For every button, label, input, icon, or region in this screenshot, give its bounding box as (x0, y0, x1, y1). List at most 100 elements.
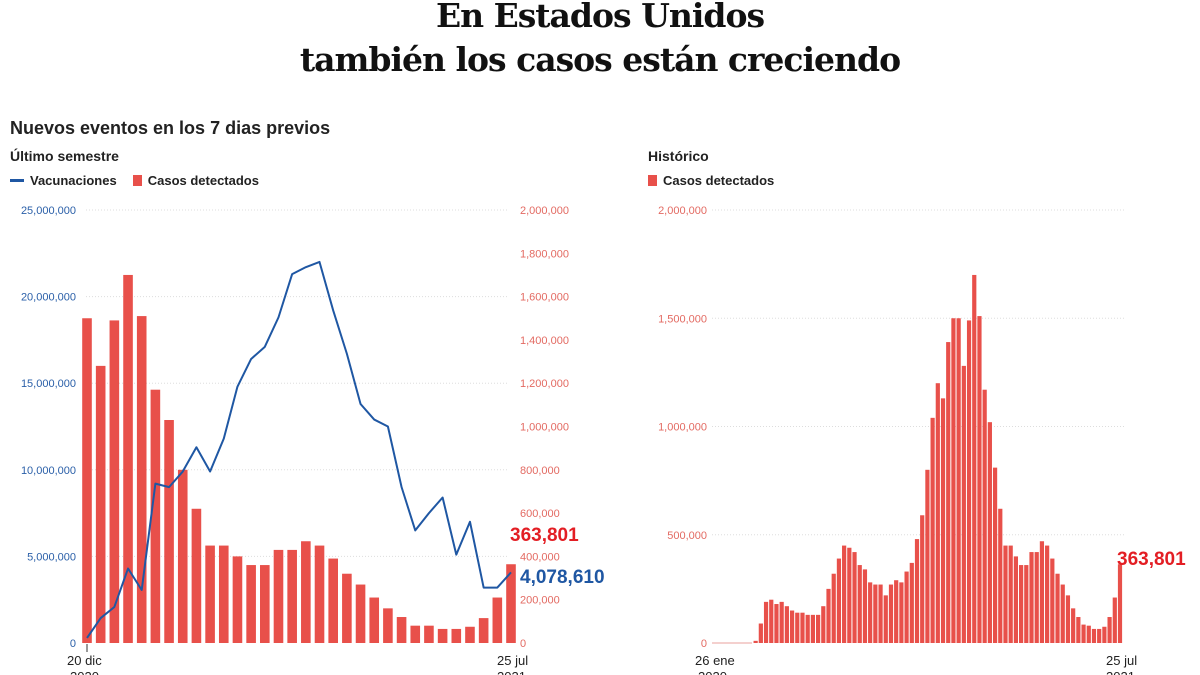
cases-bar (987, 422, 992, 643)
cases-bar (1065, 595, 1071, 643)
cases-bar (260, 565, 270, 643)
cases-bar (904, 571, 909, 643)
right-axis-tick: 800,000 (520, 465, 560, 477)
left-axis-tick: 25,000,000 (21, 205, 76, 217)
right-axis-tick: 1,600,000 (520, 292, 569, 304)
cases-bar (1086, 625, 1091, 643)
cases-bar (328, 558, 338, 643)
cases-bar (763, 601, 769, 643)
cases-bar (982, 389, 987, 643)
cases-bar (873, 584, 878, 643)
cases-bar (191, 508, 202, 643)
cases-bar (868, 582, 873, 643)
cases-bar (383, 608, 393, 643)
cases-bar (946, 342, 951, 643)
right-axis-tick: 200,000 (520, 595, 560, 607)
cases-bar (1097, 628, 1102, 643)
cases-bar (437, 628, 448, 643)
cases-bar (966, 320, 972, 643)
x-label-start-year: 2020 (698, 669, 727, 675)
left-chart-title: Último semestre (10, 148, 119, 164)
x-label-start: 20 dic (67, 653, 102, 668)
cases-bar (857, 565, 862, 643)
right-axis-tick: 1,400,000 (520, 335, 569, 347)
cases-bar (465, 626, 475, 643)
cases-bar (847, 547, 852, 643)
cases-bar (862, 569, 868, 643)
right-axis-tick: 400,000 (520, 551, 560, 563)
cases-bar (951, 318, 956, 643)
axis-tick: 2,000,000 (658, 205, 707, 217)
cases-bar (1081, 624, 1086, 643)
cases-bar (205, 545, 215, 643)
cases-bar (888, 584, 894, 643)
cases-bar (506, 564, 516, 643)
cases-bar (369, 597, 380, 643)
x-label-end: 25 jul (497, 653, 528, 668)
right-axis-tick: 1,800,000 (520, 248, 569, 260)
cases-bar (914, 539, 920, 643)
cases-bar (1060, 584, 1065, 643)
x-label-start: 26 ene (695, 653, 735, 668)
cases-bar (842, 545, 847, 643)
right-axis-tick: 1,200,000 (520, 378, 569, 390)
left-axis-tick: 10,000,000 (21, 465, 76, 477)
right-axis-tick: 2,000,000 (520, 205, 569, 217)
axis-tick: 1,500,000 (658, 313, 707, 325)
right-axis-tick: 600,000 (520, 508, 560, 520)
cases-bar (935, 383, 940, 643)
cases-bar (1034, 552, 1039, 643)
cases-bar (1024, 565, 1029, 643)
cases-bar (246, 565, 256, 643)
left-axis-tick: 15,000,000 (21, 378, 76, 390)
cases-bar (1117, 564, 1123, 643)
cases-bar (920, 515, 925, 643)
cases-bar (355, 584, 366, 643)
left-axis-tick: 20,000,000 (21, 292, 76, 304)
cases-bar (753, 640, 758, 643)
legend-vaccinations: Vacunaciones (30, 173, 117, 188)
cases-bar (451, 628, 462, 643)
cases-bar (1045, 545, 1050, 643)
cases-bar (998, 508, 1003, 643)
cases-bar (1039, 541, 1045, 643)
cases-bar (925, 469, 930, 643)
cases-bar (410, 625, 421, 643)
left-axis-tick: 5,000,000 (27, 551, 76, 563)
right-chart-title: Histórico (648, 148, 709, 164)
cases-bar (977, 316, 982, 643)
cases-bar (177, 469, 188, 643)
vaccinations-swatch (10, 179, 24, 182)
right-axis-tick: 0 (520, 638, 526, 650)
cases-bar (852, 552, 857, 643)
x-label-end: 25 jul (1106, 653, 1137, 668)
cases-bar (314, 545, 325, 643)
axis-tick: 500,000 (667, 530, 707, 542)
cases-bar (826, 588, 831, 643)
cases-bar (795, 612, 800, 643)
cases-bar (109, 320, 120, 643)
cases-bar (1071, 608, 1076, 643)
cases-bar (831, 573, 836, 643)
axis-tick: 1,000,000 (658, 422, 707, 434)
x-label-end-year: 2021 (497, 669, 526, 675)
cases-bar (758, 623, 763, 643)
cases-bar (1112, 597, 1117, 643)
left-axis-tick: 0 (70, 638, 76, 650)
cases-bar (774, 604, 779, 643)
cases-bar (342, 573, 352, 643)
cases-bar (956, 318, 961, 643)
cases-bar (218, 545, 229, 643)
cases-bar (940, 398, 946, 643)
title-line-2: también los casos están creciendo (299, 40, 901, 79)
cases-bar (810, 614, 815, 643)
cases-bar (301, 541, 311, 643)
cases-bar (424, 625, 434, 643)
cases-bar (883, 595, 888, 643)
cases-bar (232, 556, 243, 643)
cases-bar (492, 597, 503, 643)
cases-bar (1050, 558, 1055, 643)
right-legend: Casos detectados (648, 173, 774, 188)
cases-bar (992, 467, 998, 643)
